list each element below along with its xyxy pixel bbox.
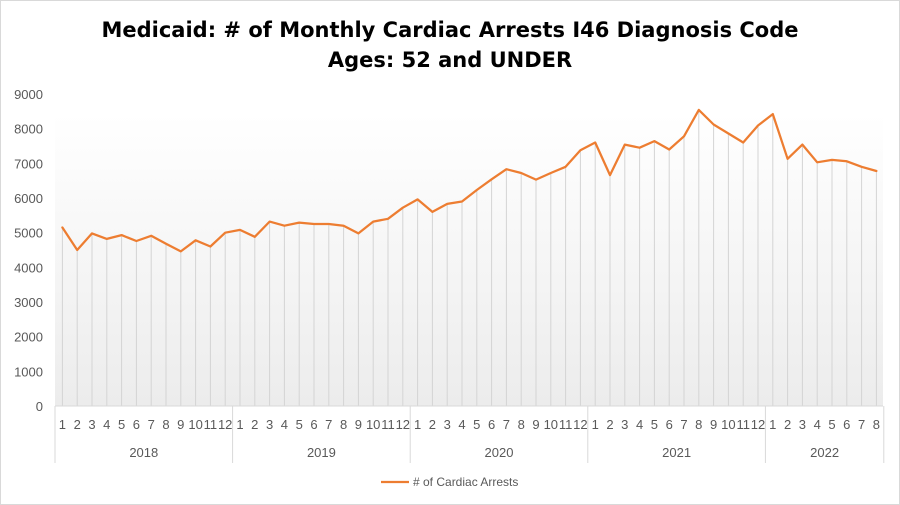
x-tick-month-label: 7	[858, 417, 865, 432]
x-tick-month-label: 6	[133, 417, 140, 432]
x-tick-month-label: 10	[544, 417, 558, 432]
x-tick-month-label: 1	[59, 417, 66, 432]
y-tick-label: 2000	[14, 330, 43, 345]
x-tick-month-label: 2	[784, 417, 791, 432]
x-tick-month-label: 1	[414, 417, 421, 432]
x-tick-month-label: 11	[559, 417, 573, 432]
x-tick-month-label: 9	[177, 417, 184, 432]
x-tick-month-label: 7	[148, 417, 155, 432]
x-tick-month-label: 12	[573, 417, 587, 432]
series-line-cardiac-arrests	[61, 108, 878, 253]
x-tick-month-label: 6	[666, 417, 673, 432]
x-tick-month-label: 2	[606, 417, 613, 432]
x-tick-month-label: 7	[325, 417, 332, 432]
chart-title-line-1: Medicaid: # of Monthly Cardiac Arrests I…	[101, 18, 799, 42]
x-tick-year-label: 2018	[129, 445, 158, 460]
x-tick-month-label: 12	[751, 417, 765, 432]
x-tick-year-label: 2022	[810, 445, 839, 460]
x-tick-month-label: 9	[710, 417, 717, 432]
x-tick-year-label: 2019	[307, 445, 336, 460]
x-tick-month-label: 3	[266, 417, 273, 432]
x-tick-month-label: 8	[162, 417, 169, 432]
x-tick-month-label: 10	[721, 417, 735, 432]
y-tick-label: 5000	[14, 226, 43, 241]
x-tick-month-label: 3	[444, 417, 451, 432]
x-tick-month-label: 4	[281, 417, 288, 432]
x-tick-month-label: 11	[736, 417, 750, 432]
x-tick-month-label: 3	[621, 417, 628, 432]
x-tick-month-label: 10	[188, 417, 202, 432]
x-tick-month-label: 4	[458, 417, 465, 432]
x-tick-month-label: 8	[695, 417, 702, 432]
y-tick-label: 3000	[14, 295, 43, 310]
x-tick-month-label: 3	[799, 417, 806, 432]
x-tick-month-label: 8	[873, 417, 880, 432]
y-tick-label: 1000	[14, 364, 43, 379]
x-tick-month-label: 5	[651, 417, 658, 432]
x-tick-month-label: 1	[769, 417, 776, 432]
x-tick-month-label: 6	[310, 417, 317, 432]
y-tick-label: 6000	[14, 191, 43, 206]
x-tick-month-label: 5	[828, 417, 835, 432]
x-tick-month-label: 12	[396, 417, 410, 432]
x-tick-month-label: 2	[429, 417, 436, 432]
x-tick-month-label: 9	[532, 417, 539, 432]
y-tick-label: 0	[36, 399, 43, 414]
plot-background	[55, 114, 883, 406]
x-tick-month-label: 1	[592, 417, 599, 432]
x-tick-month-label: 8	[518, 417, 525, 432]
x-tick-month-label: 4	[636, 417, 643, 432]
chart-title-line-2: Ages: 52 and UNDER	[327, 48, 573, 72]
x-tick-month-label: 11	[381, 417, 395, 432]
x-tick-month-label: 5	[473, 417, 480, 432]
x-tick-month-label: 5	[296, 417, 303, 432]
chart-title: Medicaid: # of Monthly Cardiac Arrests I…	[1, 15, 899, 75]
x-tick-month-label: 1	[236, 417, 243, 432]
x-tick-month-label: 6	[488, 417, 495, 432]
x-tick-month-label: 3	[88, 417, 95, 432]
x-tick-month-label: 10	[366, 417, 380, 432]
x-tick-month-label: 11	[204, 417, 218, 432]
x-tick-year-label: 2021	[662, 445, 691, 460]
x-tick-month-label: 9	[355, 417, 362, 432]
y-tick-label: 4000	[14, 260, 43, 275]
x-tick-month-label: 2	[251, 417, 258, 432]
y-tick-label: 9000	[14, 87, 43, 102]
x-tick-month-label: 7	[680, 417, 687, 432]
x-tick-month-label: 4	[814, 417, 821, 432]
y-tick-label: 7000	[14, 156, 43, 171]
y-tick-label: 8000	[14, 122, 43, 137]
x-tick-month-label: 8	[340, 417, 347, 432]
x-tick-month-label: 7	[503, 417, 510, 432]
x-tick-month-label: 12	[218, 417, 232, 432]
legend-label: # of Cardiac Arrests	[413, 475, 518, 489]
x-tick-month-label: 4	[103, 417, 110, 432]
x-tick-month-label: 6	[843, 417, 850, 432]
x-tick-year-label: 2020	[485, 445, 514, 460]
x-tick-month-label: 2	[74, 417, 81, 432]
x-tick-month-label: 5	[118, 417, 125, 432]
